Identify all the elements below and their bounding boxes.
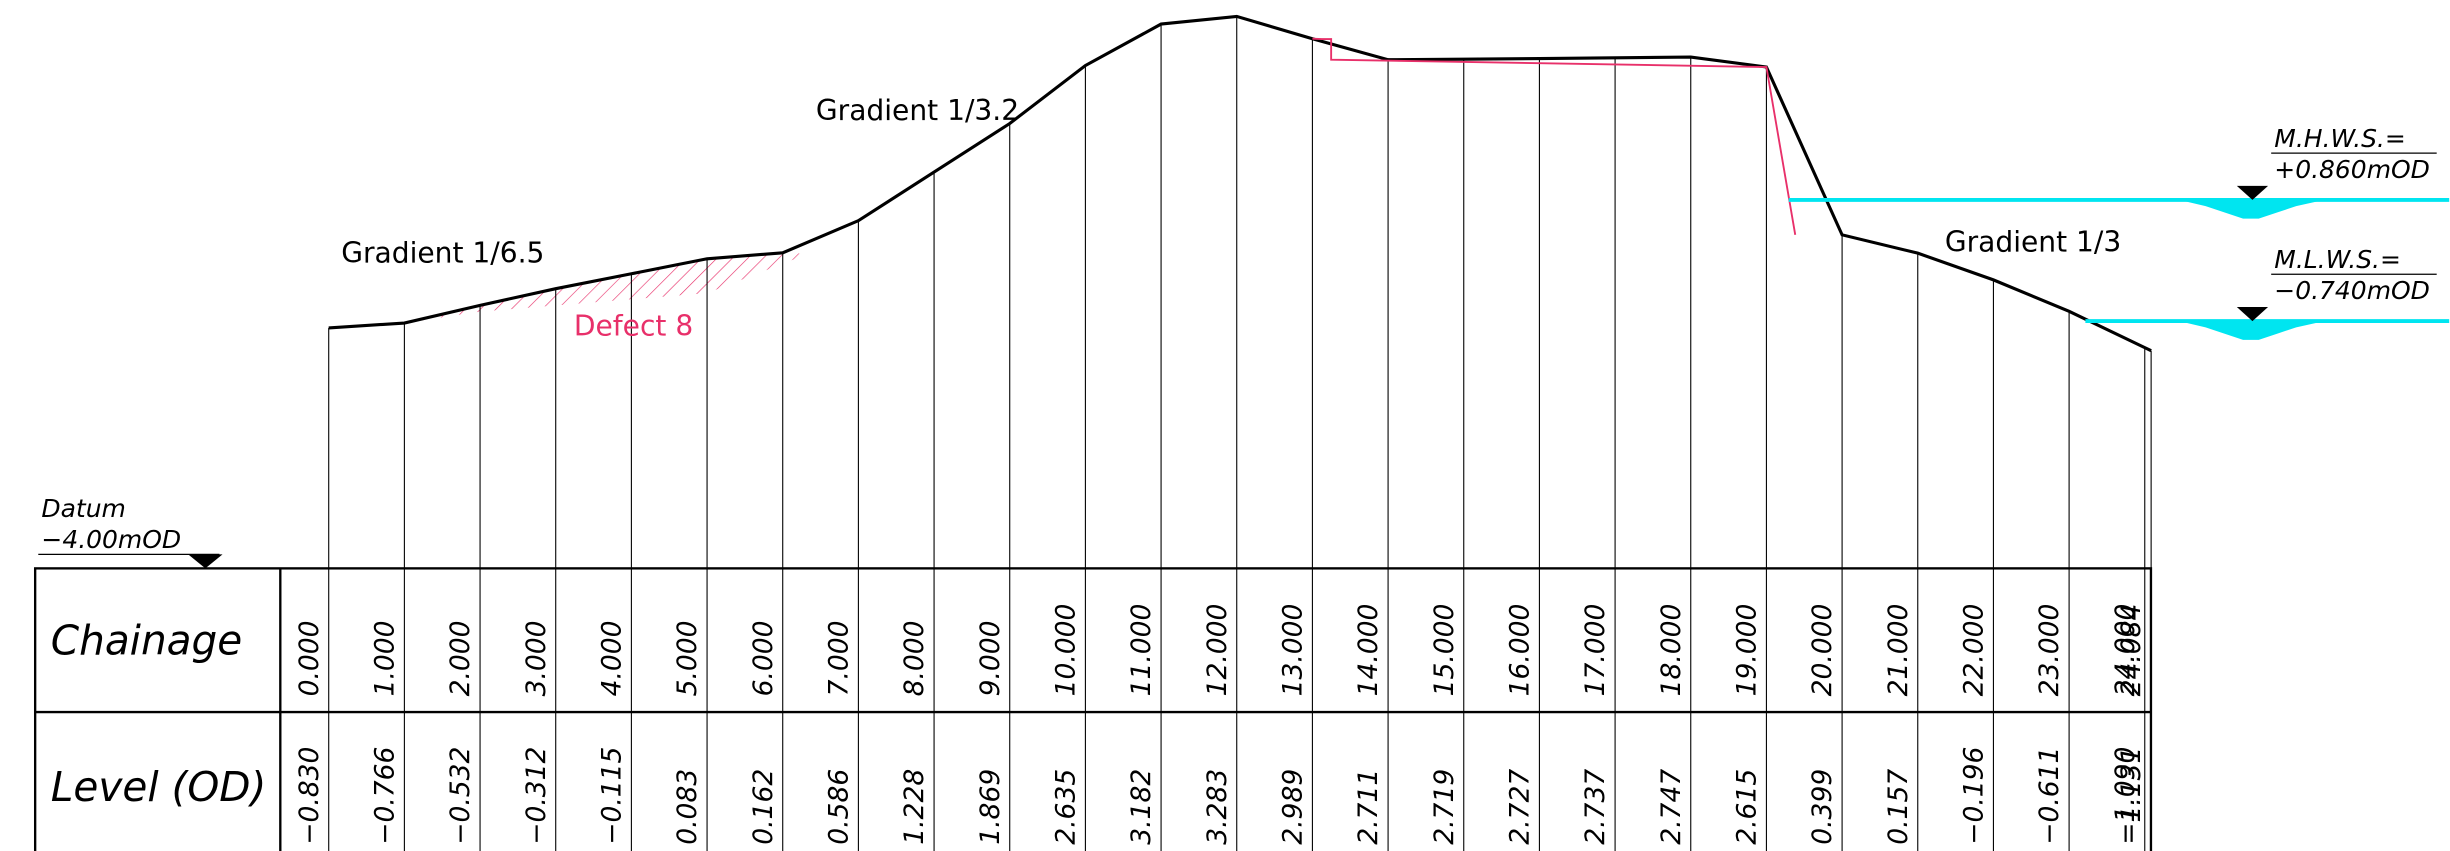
- chainage-value: 11.000: [1126, 604, 1157, 697]
- chainage-value: 24.000: [2110, 604, 2141, 697]
- level-value: 2.727: [1504, 769, 1535, 845]
- level-value: −0.766: [369, 747, 400, 845]
- datum-level: −4.00mOD: [41, 525, 181, 554]
- level-value: −0.312: [521, 747, 552, 845]
- chainage-value: 7.000: [823, 620, 854, 696]
- gradient-label: Gradient 1/3: [1945, 225, 2121, 258]
- level-value: 0.162: [748, 769, 779, 845]
- level-value: 2.635: [1050, 769, 1081, 845]
- chainage-value: 20.000: [1807, 604, 1838, 697]
- datum-label: Datum: [41, 494, 125, 523]
- chainage-value: 13.000: [1277, 604, 1308, 697]
- chainage-value: 19.000: [1731, 604, 1762, 697]
- chainage-value: 2.000: [445, 620, 476, 696]
- datum-marker: [188, 554, 223, 569]
- gradient-label: Gradient 1/3.2: [816, 94, 1019, 127]
- water-level: −0.740mOD: [2274, 276, 2430, 305]
- level-value: 0.157: [1883, 769, 1914, 845]
- level-value: 2.747: [1656, 769, 1687, 845]
- level-value: 2.737: [1580, 769, 1611, 845]
- level-value: 0.399: [1807, 769, 1838, 845]
- level-value: 2.615: [1731, 769, 1762, 845]
- water-label: M.H.W.S.=: [2274, 124, 2406, 153]
- level-value: −0.532: [445, 747, 476, 845]
- gradient-label: Gradient 1/6.5: [341, 236, 544, 269]
- chainage-value: 22.000: [1958, 604, 1989, 697]
- water-label: M.L.W.S.=: [2274, 245, 2401, 274]
- defect-hatch: [404, 252, 811, 324]
- chainage-value: 5.000: [672, 620, 703, 696]
- chainage-value: 0.000: [294, 620, 325, 696]
- level-value: 3.283: [1202, 769, 1233, 845]
- level-value: 2.989: [1277, 769, 1308, 845]
- water-symbol: [2179, 199, 2325, 219]
- row-header: Level (OD): [51, 763, 267, 811]
- row-header: Chainage: [51, 616, 243, 664]
- chainage-value: 10.000: [1050, 604, 1081, 697]
- level-value: −0.611: [2034, 747, 2065, 845]
- chainage-value: 24.084: [2116, 604, 2147, 697]
- chainage-value: 6.000: [748, 620, 779, 696]
- chainage-value: 4.000: [596, 620, 627, 696]
- water-marker: [2236, 307, 2269, 322]
- level-value: 1.228: [899, 769, 930, 845]
- water-level: +0.860mOD: [2274, 155, 2430, 184]
- level-value: 0.586: [823, 769, 854, 845]
- level-value: 0.083: [672, 769, 703, 845]
- level-value: 2.719: [1429, 769, 1460, 845]
- level-value: −1.090: [2110, 747, 2141, 845]
- chainage-value: 9.000: [975, 620, 1006, 696]
- chainage-value: 16.000: [1504, 604, 1535, 697]
- water-marker: [2236, 185, 2269, 200]
- chainage-value: 17.000: [1580, 604, 1611, 697]
- level-value: 3.182: [1126, 769, 1157, 845]
- chainage-value: 18.000: [1656, 604, 1687, 697]
- chainage-value: 14.000: [1353, 604, 1384, 697]
- chainage-value: 8.000: [899, 620, 930, 696]
- ground-profile: [328, 14, 2152, 353]
- chainage-value: 21.000: [1883, 604, 1914, 697]
- level-value: −0.196: [1958, 747, 1989, 845]
- chainage-value: 12.000: [1202, 604, 1233, 697]
- water-symbol: [2179, 321, 2325, 340]
- level-value: −1.131: [2116, 747, 2147, 845]
- defect-label: Defect 8: [574, 310, 693, 343]
- wall-outline: [1312, 37, 1797, 235]
- level-value: −0.830: [294, 747, 325, 845]
- level-value: 2.711: [1353, 769, 1384, 845]
- chainage-value: 23.000: [2034, 604, 2065, 697]
- chainage-value: 15.000: [1429, 604, 1460, 697]
- chainage-value: 3.000: [521, 620, 552, 696]
- chainage-value: 1.000: [369, 620, 400, 696]
- level-value: 1.869: [975, 769, 1006, 845]
- level-value: −0.115: [596, 747, 627, 845]
